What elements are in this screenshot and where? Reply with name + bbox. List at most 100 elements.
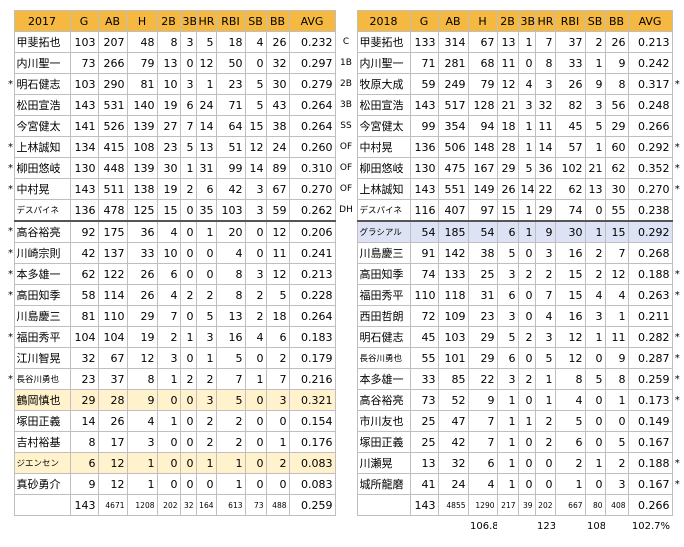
- total-cell: 667: [554, 494, 586, 516]
- stat-cell: 0.167: [627, 473, 673, 495]
- stat-cell: 12: [554, 326, 586, 348]
- stat-cell: 116: [409, 199, 439, 222]
- stat-cell: 13: [156, 52, 181, 74]
- stat-cell: 4: [215, 242, 246, 264]
- spacer: [245, 516, 266, 537]
- stat-cell: 314: [437, 31, 469, 53]
- player-name: 甲斐拓也: [13, 31, 71, 53]
- stat-cell: 32: [265, 52, 290, 74]
- stat-cell: 2: [534, 431, 556, 453]
- stat-cell: 138: [126, 178, 158, 200]
- stat-cell: 15: [244, 115, 267, 137]
- stat-cell: 5: [496, 242, 519, 264]
- position: [335, 221, 357, 243]
- stat-cell: 125: [126, 199, 158, 222]
- stat-cell: 0.154: [288, 410, 336, 432]
- stat-cell: 74: [409, 263, 439, 285]
- stat-cell: 6: [195, 178, 217, 200]
- stat-cell: 79: [126, 52, 158, 74]
- stat-cell: 11: [604, 326, 629, 348]
- stat-cell: 37: [554, 31, 586, 53]
- stat-cell: 0.266: [627, 115, 673, 137]
- stat-cell: 0: [604, 410, 629, 432]
- stat-cell: 26: [496, 178, 519, 200]
- stat-cell: 55: [604, 199, 629, 222]
- position: [335, 453, 357, 474]
- stat-cell: 3: [496, 305, 519, 327]
- star-mark: [6, 390, 14, 411]
- header-cell: H: [126, 10, 158, 32]
- player-name: 本多雄一: [356, 368, 411, 390]
- data-row: 内川聖一 73 266 79 13 0 12 50 0 32 0.297 1B 内川聖一 71 281 68 1…: [6, 52, 682, 74]
- header-cell: 3B: [179, 10, 197, 32]
- player-name: 高谷裕亮: [356, 389, 411, 411]
- stat-cell: 2: [244, 305, 267, 327]
- player-name: 上林誠知: [356, 178, 411, 200]
- stat-cell: 62: [69, 263, 99, 285]
- star-mark: *: [674, 268, 680, 280]
- star-mark: [6, 200, 14, 222]
- spacer: [216, 516, 245, 537]
- star-mark: *: [8, 183, 13, 195]
- stat-cell: 1: [496, 389, 519, 411]
- header-cell: G: [409, 10, 439, 32]
- position: [335, 390, 357, 411]
- stat-cell: 64: [215, 115, 246, 137]
- stat-cell: 38: [467, 242, 498, 264]
- stats-table: 2017 G AB H 2B 3B HR RBI SB BB AVG 2018 G AB H 2B 3B HR RB…: [6, 10, 682, 536]
- stat-cell: 0.167: [627, 431, 673, 453]
- player-name: 長谷川勇也: [356, 347, 411, 369]
- player-name: 塚田正義: [13, 410, 71, 432]
- stat-cell: 102: [554, 157, 586, 179]
- stat-cell: 2: [517, 326, 536, 348]
- stat-cell: 5: [554, 410, 586, 432]
- stat-cell: 29: [126, 305, 158, 327]
- star-mark: [672, 32, 682, 53]
- stat-cell: 1: [195, 347, 217, 369]
- player-name: 鶴岡慎也: [13, 389, 71, 411]
- star-mark: [672, 200, 682, 222]
- stat-cell: 37: [97, 368, 128, 390]
- total-cell: 408: [604, 494, 629, 516]
- stat-cell: 29: [69, 389, 99, 411]
- stat-cell: 0: [195, 242, 217, 264]
- header-cell: 2B: [156, 10, 181, 32]
- stat-cell: 12: [554, 347, 586, 369]
- stat-cell: 1: [517, 199, 536, 222]
- stat-cell: 85: [437, 368, 469, 390]
- position: [335, 285, 357, 306]
- stat-cell: 5: [179, 136, 197, 158]
- stat-cell: 89: [265, 157, 290, 179]
- star-mark: [672, 53, 682, 74]
- stat-cell: 136: [409, 136, 439, 158]
- star-mark: *: [8, 162, 13, 174]
- position: [335, 264, 357, 285]
- stat-cell: 101: [437, 347, 469, 369]
- stat-cell: 0.287: [627, 347, 673, 369]
- stat-cell: 0: [517, 52, 536, 74]
- header-cell: HR: [195, 10, 217, 32]
- star-mark: [672, 411, 682, 432]
- stat-cell: 2: [195, 284, 217, 306]
- star-mark: [6, 411, 14, 432]
- stat-cell: 2: [156, 326, 181, 348]
- header-row: 2017 G AB H 2B 3B HR RBI SB BB AVG 2018 G AB H 2B 3B HR RB…: [6, 10, 682, 32]
- stat-cell: 97: [467, 199, 498, 222]
- stat-cell: 4: [604, 284, 629, 306]
- stat-cell: 12: [97, 452, 128, 474]
- stat-cell: 4: [156, 220, 181, 243]
- stat-cell: 2: [534, 263, 556, 285]
- spacer: [605, 516, 628, 537]
- stat-cell: 25: [409, 431, 439, 453]
- stat-cell: 0: [517, 242, 536, 264]
- stat-cell: 25: [409, 410, 439, 432]
- star-mark: *: [674, 373, 680, 385]
- stat-cell: 26: [97, 410, 128, 432]
- stat-cell: 9: [126, 389, 158, 411]
- player-name: 城所龍磨: [356, 473, 411, 495]
- stat-cell: 2: [179, 178, 197, 200]
- spacer: [289, 516, 335, 537]
- percent-row: 106.8% 123.2% 108.8% 102.7%: [6, 516, 682, 537]
- totals-row: 143 4671 1208 202 32 164 613 73 488 0.259 143 4855 1…: [6, 494, 682, 516]
- stat-cell: 4: [534, 305, 556, 327]
